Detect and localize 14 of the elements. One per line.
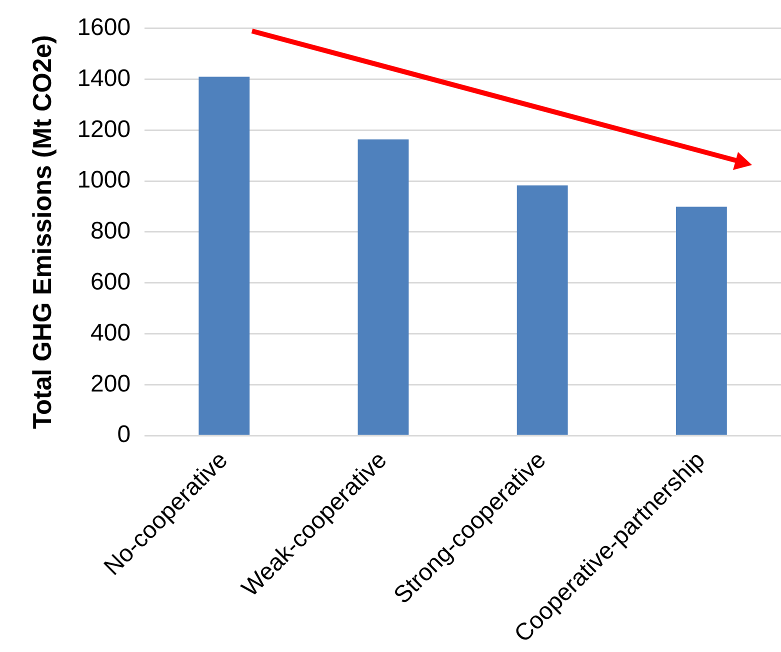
- y-tick-label: 1400: [77, 64, 131, 92]
- bar: [516, 185, 568, 435]
- y-tick-label: 800: [90, 218, 131, 245]
- y-tick-label: 1000: [77, 166, 131, 194]
- y-tick-label: 1600: [77, 14, 131, 42]
- y-tick-label: 1200: [77, 116, 131, 143]
- bar: [676, 206, 727, 435]
- bar: [358, 139, 409, 435]
- y-tick-label: 0: [117, 421, 131, 448]
- y-tick-label: 400: [90, 319, 131, 346]
- bar: [198, 76, 250, 435]
- y-tick-label: 200: [90, 370, 131, 398]
- y-tick-label: 600: [90, 268, 131, 296]
- y-axis-title: Total GHG Emissions (Mt CO2e): [26, 35, 57, 429]
